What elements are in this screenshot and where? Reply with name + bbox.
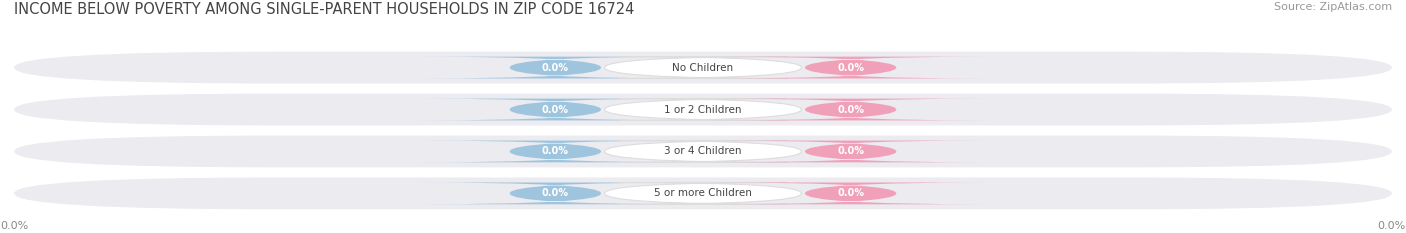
- Text: 0.0%: 0.0%: [837, 63, 865, 72]
- FancyBboxPatch shape: [605, 140, 801, 162]
- Text: 0.0%: 0.0%: [0, 221, 28, 231]
- Text: 0.0%: 0.0%: [837, 188, 865, 198]
- Text: 0.0%: 0.0%: [541, 188, 569, 198]
- FancyBboxPatch shape: [605, 182, 801, 204]
- FancyBboxPatch shape: [605, 57, 801, 79]
- FancyBboxPatch shape: [14, 178, 1392, 209]
- Text: 0.0%: 0.0%: [837, 147, 865, 156]
- Text: 0.0%: 0.0%: [541, 147, 569, 156]
- FancyBboxPatch shape: [419, 99, 693, 120]
- FancyBboxPatch shape: [713, 57, 987, 79]
- FancyBboxPatch shape: [419, 182, 693, 204]
- Text: Source: ZipAtlas.com: Source: ZipAtlas.com: [1274, 2, 1392, 12]
- Text: 1 or 2 Children: 1 or 2 Children: [664, 105, 742, 114]
- Text: 3 or 4 Children: 3 or 4 Children: [664, 147, 742, 156]
- FancyBboxPatch shape: [713, 99, 987, 120]
- Text: 0.0%: 0.0%: [541, 63, 569, 72]
- Text: No Children: No Children: [672, 63, 734, 72]
- FancyBboxPatch shape: [14, 52, 1392, 83]
- FancyBboxPatch shape: [605, 99, 801, 120]
- Text: 0.0%: 0.0%: [541, 105, 569, 114]
- FancyBboxPatch shape: [419, 140, 693, 162]
- Text: INCOME BELOW POVERTY AMONG SINGLE-PARENT HOUSEHOLDS IN ZIP CODE 16724: INCOME BELOW POVERTY AMONG SINGLE-PARENT…: [14, 2, 634, 17]
- Text: 5 or more Children: 5 or more Children: [654, 188, 752, 198]
- FancyBboxPatch shape: [14, 94, 1392, 125]
- Text: 0.0%: 0.0%: [1378, 221, 1406, 231]
- FancyBboxPatch shape: [14, 136, 1392, 167]
- FancyBboxPatch shape: [419, 57, 693, 79]
- FancyBboxPatch shape: [713, 182, 987, 204]
- FancyBboxPatch shape: [713, 140, 987, 162]
- Text: 0.0%: 0.0%: [837, 105, 865, 114]
